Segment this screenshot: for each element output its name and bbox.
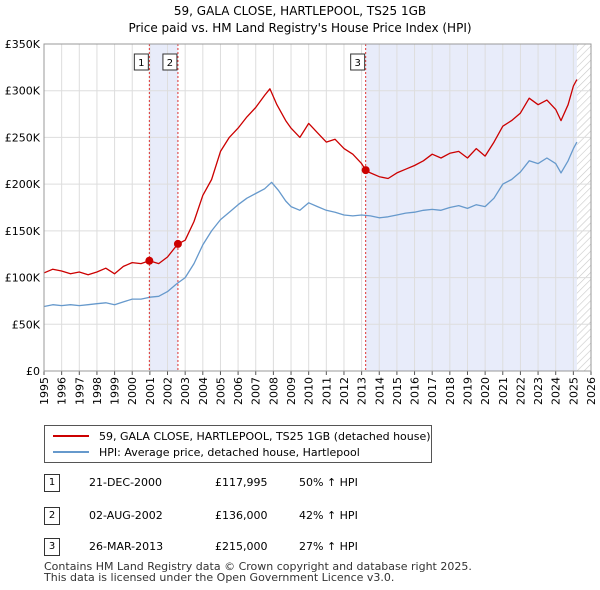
- sale-price: £136,000: [215, 509, 268, 522]
- footer: Contains HM Land Registry data © Crown c…: [44, 561, 472, 583]
- x-tick-label: 2010: [303, 377, 316, 405]
- sale-label: 2: [167, 58, 173, 69]
- y-tick-label: £50K: [12, 318, 41, 331]
- x-tick-label: 2026: [585, 377, 598, 405]
- ownership-shade: [149, 44, 178, 371]
- plot-frame: [43, 43, 592, 372]
- legend-label-hpi: HPI: Average price, detached house, Hart…: [99, 445, 360, 459]
- sale-hpi-change: 27% ↑ HPI: [299, 540, 358, 553]
- sale-price: £117,995: [215, 476, 268, 489]
- x-tick-label: 2003: [179, 377, 192, 405]
- x-tick-label: 2007: [250, 377, 263, 405]
- x-tick-label: 2002: [162, 377, 175, 405]
- sale-hpi-change: 50% ↑ HPI: [299, 476, 358, 489]
- x-tick-label: 2020: [479, 377, 492, 405]
- sale-hpi-change: 42% ↑ HPI: [299, 509, 358, 522]
- y-tick-label: £250K: [5, 131, 41, 144]
- sale-label-box: [162, 53, 178, 71]
- x-tick-label: 2019: [461, 377, 474, 405]
- x-tick-label: 2014: [373, 377, 386, 405]
- sale-number-badge: 3: [44, 538, 60, 556]
- legend-label-property: 59, GALA CLOSE, HARTLEPOOL, TS25 1GB (de…: [99, 429, 431, 443]
- x-tick-label: 2017: [426, 377, 439, 405]
- sale-row: 2 02-AUG-2002 £136,000 42% ↑ HPI: [44, 507, 444, 525]
- sale-price: £215,000: [215, 540, 268, 553]
- sale-label: 1: [138, 58, 144, 69]
- x-tick-label: 1997: [73, 377, 86, 405]
- x-tick-label: 2008: [267, 377, 280, 405]
- hpi-line: [44, 141, 578, 308]
- property-price-line: [44, 79, 578, 276]
- footer-copyright: Contains HM Land Registry data © Crown c…: [44, 560, 472, 573]
- x-tick-label: 2000: [126, 377, 139, 405]
- x-tick-label: 2006: [232, 377, 245, 405]
- sale-number-badge: 1: [44, 474, 60, 492]
- sale-row: 1 21-DEC-2000 £117,995 50% ↑ HPI: [44, 474, 444, 492]
- x-tick-label: 1995: [38, 377, 51, 405]
- x-tick-label: 2005: [214, 377, 227, 405]
- x-tick-label: 2009: [285, 377, 298, 405]
- x-tick-label: 2018: [444, 377, 457, 405]
- x-tick-label: 1999: [109, 377, 122, 405]
- x-tick-label: 2015: [391, 377, 404, 405]
- footer-licence: This data is licensed under the Open Gov…: [44, 571, 395, 584]
- y-tick-label: £0: [26, 365, 40, 378]
- x-tick-label: 2024: [550, 377, 563, 405]
- legend-swatch-hpi: [53, 451, 89, 453]
- x-tick-label: 2022: [514, 377, 527, 405]
- y-tick-label: £200K: [5, 178, 41, 191]
- x-tick-label: 1996: [56, 377, 69, 405]
- legend-swatch-property: [53, 435, 89, 437]
- y-tick-label: £300K: [5, 85, 41, 98]
- price-chart: 1 2 3 £0 £50K £100K £150K £200K £250K £300K £350K…: [5, 38, 598, 405]
- sale-point: [145, 256, 154, 265]
- sale-point: [173, 239, 182, 248]
- y-tick-label: £350K: [5, 38, 41, 51]
- forecast-hatch: [576, 44, 591, 371]
- sale-number-badge: 2: [44, 507, 60, 525]
- x-tick-label: 2013: [356, 377, 369, 405]
- y-tick-label: £150K: [5, 225, 41, 238]
- chart-title: 59, GALA CLOSE, HARTLEPOOL, TS25 1GB: [173, 4, 427, 18]
- x-tick-label: 2023: [532, 377, 545, 405]
- sale-label-box: [133, 53, 149, 71]
- sale-date: 02-AUG-2002: [89, 509, 163, 522]
- x-tick-label: 2011: [320, 377, 333, 405]
- x-tick-label: 2021: [497, 377, 510, 405]
- x-tick-label: 2012: [338, 377, 351, 405]
- sale-date: 26-MAR-2013: [89, 540, 164, 553]
- legend: 59, GALA CLOSE, HARTLEPOOL, TS25 1GB (de…: [44, 425, 432, 463]
- x-tick-label: 1998: [91, 377, 104, 405]
- legend-item-property: 59, GALA CLOSE, HARTLEPOOL, TS25 1GB (de…: [53, 429, 431, 443]
- x-tick-label: 2025: [567, 377, 580, 405]
- x-tick-label: 2001: [144, 377, 157, 405]
- legend-item-hpi: HPI: Average price, detached house, Hart…: [53, 445, 360, 459]
- sale-row: 3 26-MAR-2013 £215,000 27% ↑ HPI: [44, 538, 444, 556]
- y-tick-label: £100K: [5, 272, 41, 285]
- sale-label-box: [350, 53, 366, 71]
- chart-subtitle: Price paid vs. HM Land Registry's House …: [128, 21, 472, 35]
- x-tick-label: 2004: [197, 377, 210, 405]
- x-tick-label: 2016: [409, 377, 422, 405]
- sale-point: [361, 166, 370, 175]
- sale-label: 3: [354, 58, 360, 69]
- sale-date: 21-DEC-2000: [89, 476, 163, 489]
